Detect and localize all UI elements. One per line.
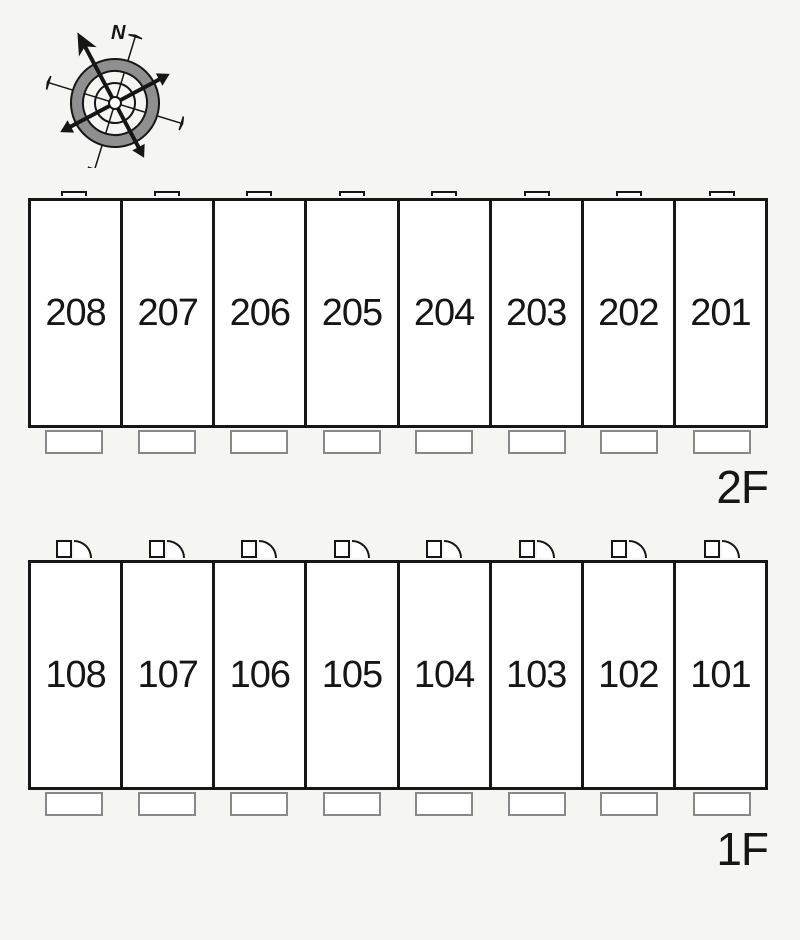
unit-label: 206 (230, 292, 290, 335)
unit-label: 106 (230, 654, 290, 697)
unit-206: 206 (215, 201, 307, 425)
unit-201: 201 (676, 201, 765, 425)
unit-108: 108 (31, 563, 123, 787)
unit-202: 202 (584, 201, 676, 425)
floor2-balconies (28, 430, 768, 456)
compass-label: N (111, 22, 126, 44)
floor2-windows (28, 193, 768, 199)
unit-label: 205 (322, 292, 382, 335)
floor-label-1f: 1F (716, 822, 768, 876)
unit-101: 101 (676, 563, 765, 787)
unit-104: 104 (400, 563, 492, 787)
unit-label: 104 (414, 654, 474, 697)
unit-label: 202 (598, 292, 658, 335)
unit-label: 204 (414, 292, 474, 335)
floor-2f: 208 207 206 205 204 203 202 201 2F (28, 198, 768, 428)
floor-label-2f: 2F (716, 460, 768, 514)
unit-label: 108 (45, 654, 105, 697)
unit-label: 105 (322, 654, 382, 697)
unit-208: 208 (31, 201, 123, 425)
unit-label: 103 (506, 654, 566, 697)
unit-207: 207 (123, 201, 215, 425)
floor1-doors (28, 536, 768, 558)
unit-102: 102 (584, 563, 676, 787)
unit-label: 203 (506, 292, 566, 335)
unit-106: 106 (215, 563, 307, 787)
floor-1f: 108 107 106 105 104 103 102 101 1F (28, 560, 768, 790)
unit-203: 203 (492, 201, 584, 425)
unit-103: 103 (492, 563, 584, 787)
unit-label: 208 (45, 292, 105, 335)
floor2-row: 208 207 206 205 204 203 202 201 (28, 198, 768, 428)
unit-204: 204 (400, 201, 492, 425)
unit-105: 105 (307, 563, 399, 787)
unit-label: 102 (598, 654, 658, 697)
compass-icon: N (40, 18, 190, 168)
unit-205: 205 (307, 201, 399, 425)
unit-label: 101 (690, 654, 750, 697)
unit-label: 207 (137, 292, 197, 335)
floor1-row: 108 107 106 105 104 103 102 101 (28, 560, 768, 790)
floor1-balconies (28, 792, 768, 818)
unit-label: 107 (137, 654, 197, 697)
floorplan-canvas: N 208 207 206 205 204 203 202 201 (0, 0, 800, 940)
unit-107: 107 (123, 563, 215, 787)
unit-label: 201 (690, 292, 750, 335)
